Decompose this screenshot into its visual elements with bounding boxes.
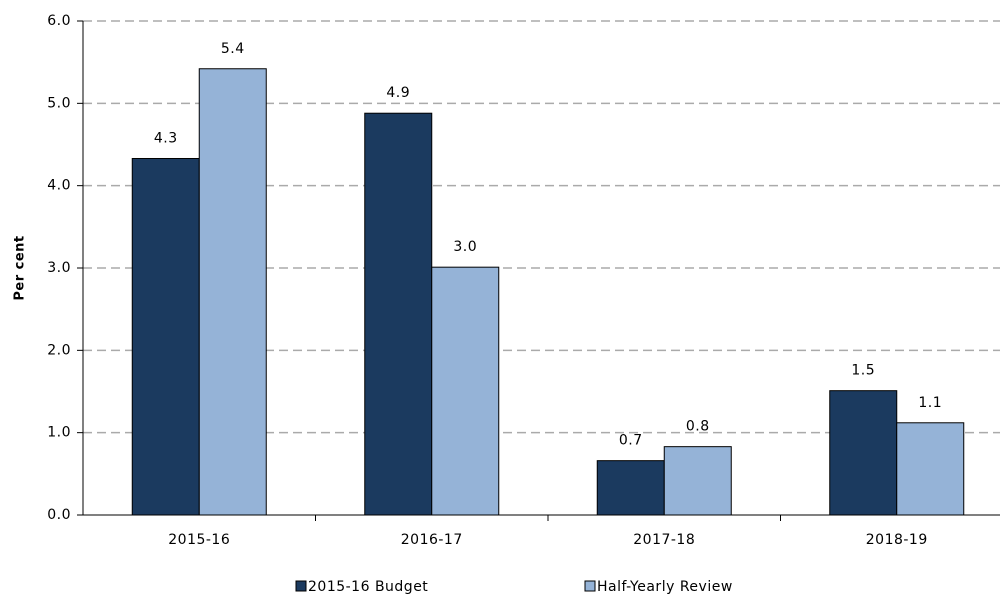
legend-swatch — [584, 580, 596, 592]
y-tick-label: 5.0 — [47, 95, 71, 111]
x-tick-label: 2018-19 — [866, 532, 928, 548]
data-label: 5.4 — [221, 41, 245, 57]
y-tick-label: 4.0 — [47, 178, 71, 194]
bar — [431, 266, 500, 516]
legend-label: Half-Yearly Review — [597, 579, 733, 595]
data-label: 4.9 — [386, 85, 410, 101]
data-label: 1.1 — [918, 395, 942, 411]
data-label: 0.8 — [686, 419, 710, 435]
bar — [596, 460, 665, 516]
data-label: 3.0 — [453, 239, 477, 255]
data-label: 0.7 — [619, 433, 643, 449]
bar — [829, 390, 898, 516]
y-tick-label: 2.0 — [47, 342, 71, 358]
bar — [663, 446, 732, 516]
y-tick-label: 6.0 — [47, 13, 71, 29]
bar — [364, 112, 433, 516]
legend-label: 2015-16 Budget — [308, 579, 428, 595]
bar — [896, 422, 965, 516]
bar — [131, 157, 200, 516]
x-tick-label: 2017-18 — [633, 532, 695, 548]
data-label: 4.3 — [154, 130, 178, 146]
x-tick-label: 2016-17 — [401, 532, 463, 548]
y-tick-label: 3.0 — [47, 260, 71, 276]
y-tick-label: 0.0 — [47, 507, 71, 523]
x-tick-label: 2015-16 — [168, 532, 230, 548]
y-axis-title: Per cent — [13, 235, 28, 300]
bar — [198, 68, 267, 516]
legend-swatch — [295, 580, 307, 592]
y-tick-label: 1.0 — [47, 425, 71, 441]
data-label: 1.5 — [851, 363, 875, 379]
